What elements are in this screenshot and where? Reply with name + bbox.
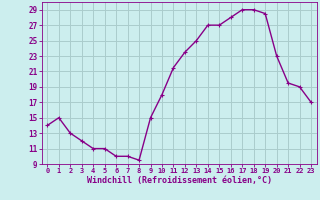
X-axis label: Windchill (Refroidissement éolien,°C): Windchill (Refroidissement éolien,°C) <box>87 176 272 185</box>
